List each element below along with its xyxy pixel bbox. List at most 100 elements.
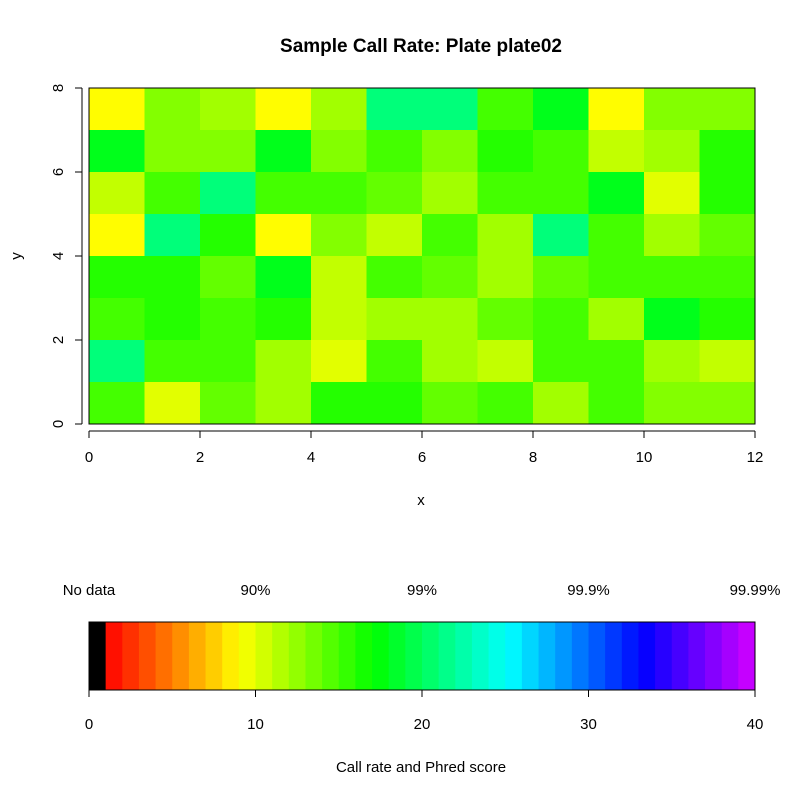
heatmap-cell: [699, 256, 756, 299]
legend-tick-label: 0: [85, 716, 93, 733]
heatmap-cell: [311, 256, 367, 299]
y-tick-label: 2: [50, 336, 67, 344]
heatmap-cell: [366, 88, 423, 131]
x-axis-label: x: [417, 492, 425, 509]
legend-color-bin: [555, 622, 573, 690]
legend-x-axis: 0 10 20 30 40: [85, 689, 764, 733]
heatmap-cell: [366, 256, 423, 299]
heatmap-cell: [200, 298, 256, 341]
heatmap-cell: [311, 88, 367, 131]
legend-tick-label: 30: [580, 716, 597, 733]
heatmap-cell: [144, 382, 201, 425]
heatmap-cell: [255, 382, 312, 425]
heatmap-cell: [89, 256, 145, 299]
heatmap-cell: [699, 214, 756, 257]
heatmap-plot-border: [88, 87, 756, 425]
x-tick-label: 2: [196, 449, 204, 466]
heatmap-cell: [366, 340, 423, 383]
heatmap-cell: [477, 214, 534, 257]
heatmap-cell: [200, 256, 256, 299]
legend-top-label: No data: [63, 582, 116, 599]
heatmap-cell: [255, 214, 312, 257]
heatmap-cell: [588, 256, 645, 299]
legend-color-bin: [738, 622, 756, 690]
heatmap-cell: [200, 88, 256, 131]
heatmap-cell: [89, 298, 145, 341]
legend-color-bin: [605, 622, 623, 690]
heatmap-cell: [588, 298, 645, 341]
legend-color-bin: [621, 622, 639, 690]
y-tick-label: 6: [50, 168, 67, 176]
heatmap-cell: [144, 256, 201, 299]
heatmap-cell: [89, 382, 145, 425]
heatmap-cell: [533, 382, 589, 425]
heatmap-cell: [477, 256, 534, 299]
legend-color-bin: [571, 622, 589, 690]
heatmap-cell: [588, 130, 645, 173]
x-tick-label: 8: [529, 449, 537, 466]
heatmap-cell: [533, 88, 589, 131]
heatmap-cell: [477, 88, 534, 131]
y-tick-label: 4: [50, 252, 67, 260]
heatmap-cell: [422, 382, 478, 425]
heatmap-cell: [699, 172, 756, 215]
heatmap-cell: [588, 88, 645, 131]
heatmap-cell: [644, 382, 700, 425]
heatmap-cell: [533, 172, 589, 215]
legend-tick-label: 40: [747, 716, 764, 733]
heatmap-cell: [644, 340, 700, 383]
heatmap-cell: [644, 88, 700, 131]
heatmap-cell: [311, 382, 367, 425]
legend-color-bin: [89, 622, 107, 690]
legend-color-bin: [322, 622, 340, 690]
heatmap-cell: [366, 298, 423, 341]
legend-color-bin: [372, 622, 390, 690]
legend-color-bin: [355, 622, 373, 690]
x-tick-label: 12: [747, 449, 764, 466]
heatmap-cell: [200, 130, 256, 173]
heatmap-cell: [422, 214, 478, 257]
legend-top-label: 90%: [240, 582, 270, 599]
heatmap-cell: [477, 298, 534, 341]
heatmap-cell: [144, 298, 201, 341]
heatmap-cell: [422, 88, 478, 131]
legend-color-bin: [671, 622, 689, 690]
heatmap-cell: [311, 340, 367, 383]
heatmap-cell: [255, 130, 312, 173]
legend-axis-label: Call rate and Phred score: [336, 759, 506, 776]
heatmap-cell: [533, 340, 589, 383]
legend-color-bin: [688, 622, 706, 690]
heatmap-cell: [89, 88, 145, 131]
heatmap-cell: [89, 214, 145, 257]
heatmap-cell: [366, 214, 423, 257]
heatmap-cell: [533, 298, 589, 341]
heatmap-cell: [699, 382, 756, 425]
legend-color-bins: [89, 622, 756, 690]
heatmap-cell: [255, 88, 312, 131]
legend-color-bin: [305, 622, 323, 690]
heatmap-cell: [477, 172, 534, 215]
legend-color-bin: [638, 622, 656, 690]
legend-top-label: 99.9%: [567, 582, 610, 599]
legend-color-bin: [338, 622, 356, 690]
x-tick-label: 10: [636, 449, 653, 466]
heatmap-cell: [200, 382, 256, 425]
heatmap-cell: [533, 214, 589, 257]
legend-color-bin: [455, 622, 473, 690]
heatmap-cell: [89, 172, 145, 215]
heatmap-cell: [422, 340, 478, 383]
legend-tick-label: 10: [247, 716, 264, 733]
heatmap-cell: [144, 130, 201, 173]
heatmap-cell: [311, 130, 367, 173]
heatmap-cells: [89, 88, 756, 425]
heatmap-cell: [311, 298, 367, 341]
legend-color-bin: [588, 622, 606, 690]
legend-color-bin: [488, 622, 506, 690]
heatmap-cell: [644, 298, 700, 341]
x-tick-label: 0: [85, 449, 93, 466]
heatmap-cell: [311, 214, 367, 257]
heatmap-cell: [422, 256, 478, 299]
legend-tick-label: 20: [414, 716, 431, 733]
legend-color-bin: [655, 622, 673, 690]
